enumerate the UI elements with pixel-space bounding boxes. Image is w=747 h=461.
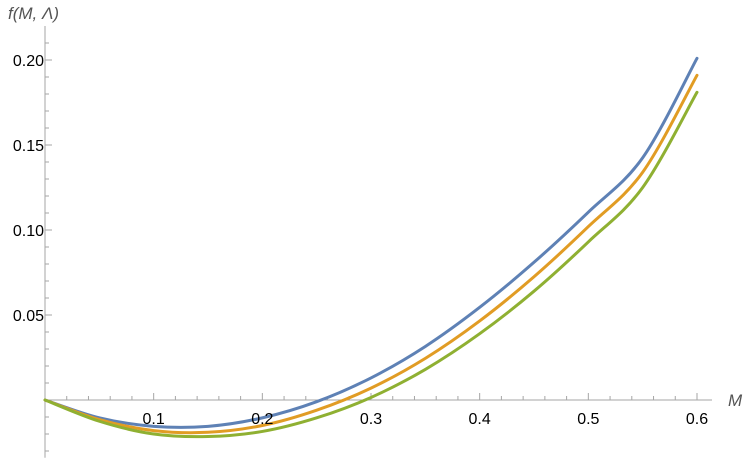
y-tick-label: 0.15 bbox=[13, 138, 44, 155]
x-tick-label: 0.5 bbox=[577, 411, 599, 428]
x-tick-label: 0.4 bbox=[469, 411, 491, 428]
x-tick-label: 0.6 bbox=[686, 411, 708, 428]
x-tick-label: 0.1 bbox=[143, 411, 165, 428]
series-line-1 bbox=[43, 56, 699, 429]
y-axis-label: f(M, Λ) bbox=[8, 4, 59, 23]
axes bbox=[44, 26, 712, 458]
x-tick-label: 0.3 bbox=[360, 411, 382, 428]
y-tick-label: 0.05 bbox=[13, 308, 44, 325]
x-tick-label: 0.2 bbox=[251, 411, 273, 428]
labels: 0.1 0.2 0.3 0.4 0.5 0.6 0.05 0.10 0.15 0.20 Mf(M, … bbox=[8, 4, 743, 428]
series-layer bbox=[43, 56, 699, 439]
series-line-2 bbox=[43, 73, 699, 435]
y-tick-label: 0.10 bbox=[13, 223, 44, 240]
x-axis-label: M bbox=[728, 391, 743, 410]
series-line-3 bbox=[43, 90, 699, 439]
y-tick-label: 0.20 bbox=[13, 53, 44, 70]
